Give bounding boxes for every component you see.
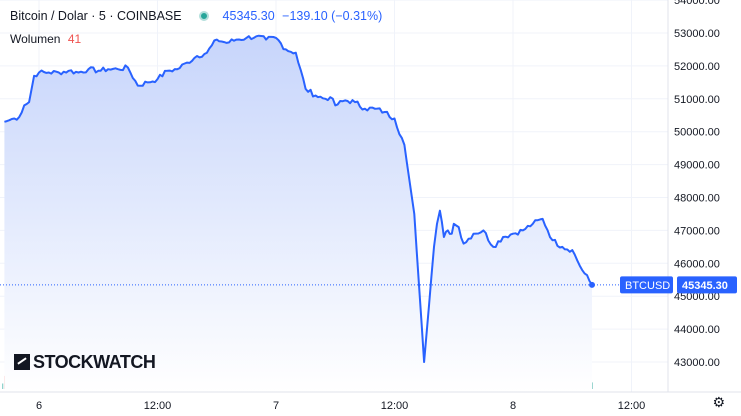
volume-bar xyxy=(2,383,4,389)
x-tick-label: 12:00 xyxy=(144,400,172,412)
y-tick-label: 44000.00 xyxy=(674,324,720,336)
y-tick-label: 49000.00 xyxy=(674,160,720,172)
y-tick-label: 51000.00 xyxy=(674,94,720,106)
logo-icon xyxy=(14,354,30,370)
last-price: 45345.30 xyxy=(222,9,275,23)
x-tick-label: 8 xyxy=(510,400,516,412)
price-area xyxy=(4,35,592,392)
last-price-dot xyxy=(589,281,595,288)
price-tag-symbol: BTCUSD xyxy=(625,280,670,292)
y-tick-label: 50000.00 xyxy=(674,127,720,139)
y-tick-label: 47000.00 xyxy=(674,225,720,237)
x-tick-label: 12:00 xyxy=(618,400,646,412)
y-tick-label: 52000.00 xyxy=(674,61,720,73)
volume-value: 41 xyxy=(67,32,82,46)
x-tick-label: 12:00 xyxy=(381,400,409,412)
price-change: −139.10 (−0.31%) xyxy=(282,9,383,23)
x-tick-label: 6 xyxy=(36,400,42,412)
gear-icon[interactable]: ⚙ xyxy=(712,394,725,410)
x-axis: 6 12:00 7 12:00 8 12:00 xyxy=(36,400,645,412)
y-tick-label: 46000.00 xyxy=(674,258,720,270)
y-axis: 43000.00 44000.00 45000.00 46000.00 47000.00… xyxy=(674,0,720,369)
y-tick-label: 54000.00 xyxy=(674,0,720,7)
volume-legend[interactable]: Wolumen 41 xyxy=(10,32,81,46)
market-status-icon xyxy=(199,11,210,21)
price-tag-symbol-box xyxy=(620,276,673,294)
price-line xyxy=(4,34,593,363)
price-tag-value: 45345.30 xyxy=(682,280,728,292)
volume-bar xyxy=(591,382,593,389)
y-tick-label: 45000.00 xyxy=(674,291,720,303)
logo: STOCKWATCH xyxy=(14,352,156,373)
logo-text: STOCKWATCH xyxy=(33,352,156,372)
y-tick-label: 48000.00 xyxy=(674,193,720,205)
x-tick-label: 7 xyxy=(273,400,279,412)
y-tick-label: 43000.00 xyxy=(674,357,720,369)
y-tick-label: 53000.00 xyxy=(674,28,720,40)
symbol-title[interactable]: Bitcoin / Dolar · 5 · COINBASE xyxy=(10,9,182,23)
price-tag-value-box xyxy=(677,276,737,294)
volume-label: Wolumen xyxy=(10,32,61,46)
chart-header: Bitcoin / Dolar · 5 · COINBASE 45345.30 … xyxy=(10,9,382,23)
price-tag: BTCUSD 45345.30 xyxy=(620,276,737,294)
